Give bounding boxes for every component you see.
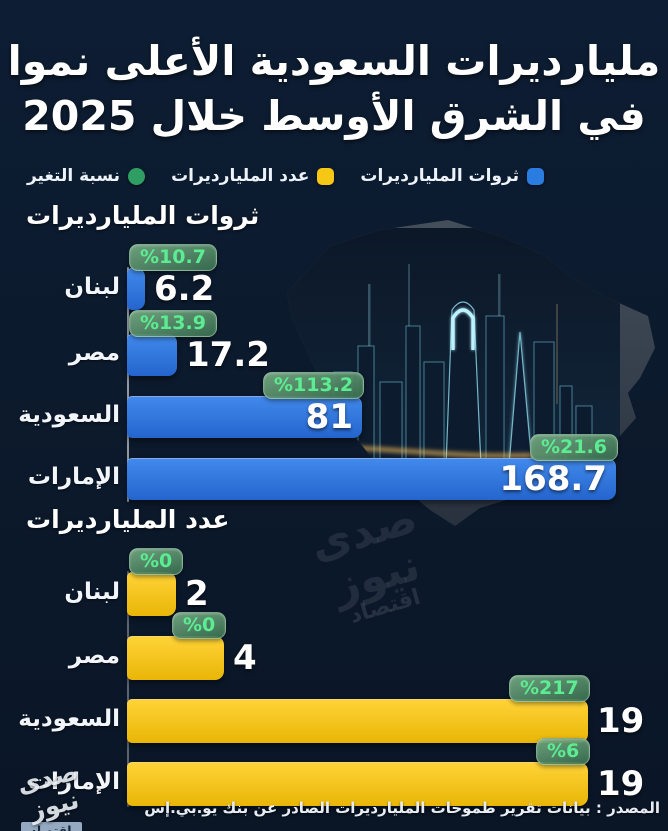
wealth-value-label: 17.2 [186, 335, 270, 375]
legend-label: عدد المليارديرات [171, 166, 310, 186]
legend-label: نسبة التغير [26, 166, 121, 186]
legend-item-count: عدد المليارديرات [171, 166, 335, 186]
wealth-bar [127, 268, 145, 310]
country-label-wealth: الإمارات [27, 464, 120, 490]
watermark-bottom: صدى نيوز اقتصاد [6, 756, 96, 831]
count-bar [127, 762, 588, 806]
wealth-axis-line [127, 267, 129, 502]
change-swatch-icon [128, 167, 146, 185]
country-label-wealth: السعودية [18, 402, 120, 428]
change-percent-badge: %21.6 [530, 434, 618, 461]
country-label-count: مصر [68, 643, 120, 669]
change-percent-badge: %113.2 [263, 372, 365, 399]
count-bar [127, 636, 224, 680]
legend: ثروات المليارديرات عدد المليارديرات نسبة… [27, 166, 544, 186]
wealth-bar [127, 396, 362, 438]
change-percent-badge: %6 [536, 738, 591, 765]
wealth-value-label: 81 [305, 397, 353, 437]
count-section-title: عدد المليارديرات [26, 505, 230, 534]
wealth-bar [127, 458, 616, 500]
wealth-swatch-icon [527, 167, 544, 185]
change-percent-badge: %0 [129, 548, 184, 575]
wealth-value-label: 6.2 [154, 269, 215, 309]
change-percent-badge: %217 [509, 675, 590, 702]
change-percent-badge: %13.9 [129, 310, 217, 337]
watermark-sub-label: اقتصاد [347, 584, 424, 629]
count-bar [127, 572, 176, 616]
title-line-1: مليارديرات السعودية الأعلى نموا [7, 37, 661, 85]
count-value-label: 2 [185, 574, 209, 614]
count-bar [127, 699, 588, 743]
country-label-count: الإمارات [27, 769, 120, 795]
source-note: المصدر : بيانات تقرير طموحات المليارديرا… [144, 799, 660, 817]
legend-item-wealth: ثروات المليارديرات [360, 166, 544, 186]
country-label-count: السعودية [18, 706, 120, 732]
count-value-label: 19 [597, 701, 645, 741]
country-label-wealth: لبنان [64, 274, 120, 300]
change-percent-badge: %10.7 [129, 244, 217, 271]
legend-item-change: نسبة التغير [26, 166, 146, 186]
wealth-value-label: 168.7 [499, 459, 607, 499]
legend-label: ثروات المليارديرات [360, 166, 519, 186]
title-line-2: في الشرق الأوسط خلال 2025 [22, 92, 646, 140]
wealth-section-title: ثروات المليارديرات [26, 201, 260, 230]
count-value-label: 4 [233, 638, 257, 678]
watermark-logo: صدى نيوز [14, 756, 82, 826]
country-label-count: لبنان [64, 579, 120, 605]
count-swatch-icon [317, 167, 335, 185]
country-label-wealth: مصر [68, 340, 120, 366]
change-percent-badge: %0 [172, 612, 227, 639]
count-axis-line [127, 571, 129, 807]
page-title: مليارديرات السعودية الأعلى نموا في الشرق… [0, 34, 668, 144]
wealth-bar [127, 334, 177, 376]
count-value-label: 19 [597, 764, 645, 804]
watermark-sub-label: اقتصاد [20, 822, 82, 831]
